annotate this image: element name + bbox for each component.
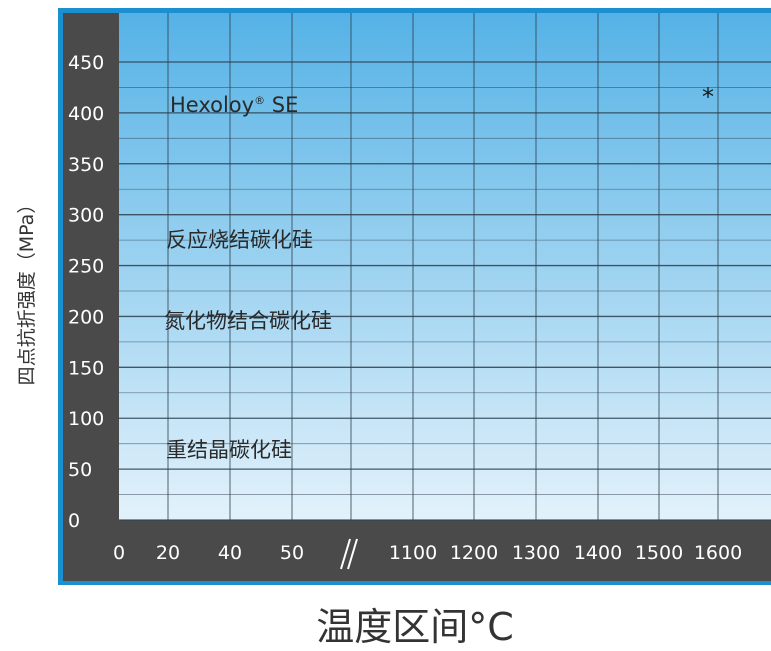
x-axis-title: 温度区间°C	[316, 605, 514, 649]
plot-area	[119, 13, 771, 520]
y-tick-label: 150	[68, 357, 104, 379]
series-label: 反应烧结碳化硅	[166, 228, 313, 252]
x-tick-label: 1200	[450, 542, 498, 564]
x-tick-label: 40	[218, 542, 242, 564]
y-tick-label: 450	[68, 52, 104, 74]
x-tick-label: 20	[156, 542, 180, 564]
x-tick-label: 50	[280, 542, 304, 564]
x-tick-label: 1100	[389, 542, 437, 564]
y-tick-label: 50	[68, 459, 92, 481]
series-label: Hexoloy® SE	[170, 93, 298, 117]
y-tick-label: 250	[68, 256, 104, 278]
x-tick-label: 1300	[512, 542, 560, 564]
y-axis-label: 四点抗折强度（MPa）	[16, 195, 38, 386]
axis-break-mark	[347, 538, 358, 570]
x-tick-label: 1500	[635, 542, 683, 564]
y-tick-label: 350	[68, 154, 104, 176]
series-label: 重结晶碳化硅	[166, 438, 292, 462]
x-tick-label: 1400	[574, 542, 622, 564]
y-tick-labels: 0 50 100 150 200 250 300 350 400 450	[68, 52, 104, 532]
x-tick-label: 0	[113, 542, 125, 564]
y-tick-label: 400	[68, 103, 104, 125]
annotation-asterisk: *	[702, 83, 714, 111]
y-tick-label: 200	[68, 306, 104, 328]
grid-lines	[119, 13, 771, 521]
axis-break-mark	[340, 538, 351, 570]
y-tick-label: 100	[68, 408, 104, 430]
series-label: 氮化物结合碳化硅	[164, 309, 332, 333]
y-tick-label: 0	[68, 510, 80, 532]
x-tick-labels: 0 20 40 50 1100 1200 1300 1400 1500 1600	[113, 538, 742, 570]
y-tick-label: 300	[68, 205, 104, 227]
x-tick-label: 1600	[694, 542, 742, 564]
